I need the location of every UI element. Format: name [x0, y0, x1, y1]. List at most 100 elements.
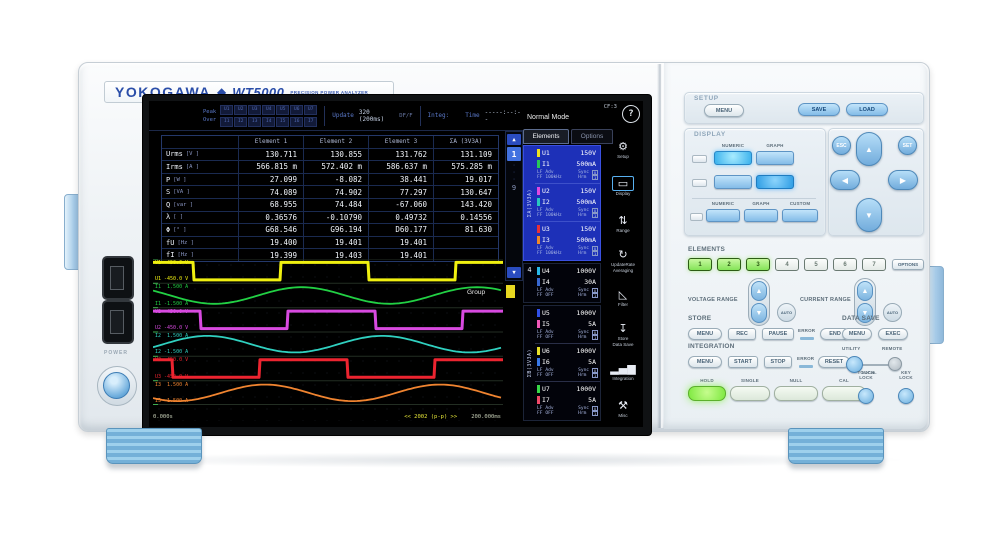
range-menu-item[interactable]: ⇅ Range: [603, 205, 643, 242]
hold-button[interactable]: [688, 386, 726, 401]
element-key-4[interactable]: 4: [775, 258, 799, 271]
element-group: ΣA(3V3A) U1 150V I1 500mA LF FF Adv 100kHz Sync Hr…: [523, 145, 601, 261]
element-block[interactable]: U6 1000V I6 5A LF FF Adv OFF Sync Hrm U 1: [535, 344, 600, 382]
remote-button[interactable]: [888, 357, 902, 371]
update-rate-averaging-icon: ↻: [618, 248, 628, 262]
element-block[interactable]: U4 1000V I4 30A LF FF Adv OFF Sync Hrm U 1: [537, 266, 598, 299]
table-header-row: Element 1 Element 2 Element 3 ΣA (3V3A): [162, 136, 498, 148]
row-label: S [VA ]: [162, 186, 238, 198]
voltage-range-up-button[interactable]: ▲: [751, 281, 767, 301]
numeric-button-2[interactable]: [714, 175, 752, 189]
measurement-table: Element 1 Element 2 Element 3 ΣA (3V3A) Urms…: [161, 135, 499, 262]
wave-group-tab[interactable]: [506, 285, 515, 298]
misc-menu-item[interactable]: ⚒ Misc: [603, 390, 643, 427]
graph-button-1[interactable]: [756, 151, 794, 165]
store-error-label: ERROR: [798, 328, 816, 333]
menu-item-label: Setup: [617, 154, 629, 160]
right-foot: [788, 428, 884, 464]
voltage-range-value: 150V: [580, 148, 596, 157]
element-key-7[interactable]: 7: [862, 258, 886, 271]
element-block[interactable]: U7 1000V I7 5A LF FF Adv OFF Sync Hrm U 1: [537, 384, 598, 417]
single-label: SINGLE: [741, 378, 759, 383]
setup-menu-button[interactable]: MENU: [704, 104, 744, 117]
integration-start-button[interactable]: START: [728, 356, 758, 368]
single-button[interactable]: [730, 386, 770, 401]
voltage-range-down-button[interactable]: ▼: [751, 303, 767, 323]
row-label: P [W ]: [162, 174, 238, 186]
element-block[interactable]: U2 150V I2 500mA LF FF Adv 100kHz Sync Hrm U 1: [535, 184, 600, 222]
page-dot: ·: [512, 176, 516, 183]
help-icon[interactable]: ?: [622, 105, 640, 123]
voltage-auto-button[interactable]: AUTO: [777, 303, 796, 322]
integration-stop-button[interactable]: STOP: [764, 356, 792, 368]
function-name: fU: [166, 238, 175, 247]
trace-label-bottom: I2 -1.500 A: [155, 349, 189, 356]
element-key-2[interactable]: 2: [717, 258, 741, 271]
element-key-3[interactable]: 3: [746, 258, 770, 271]
current-auto-button[interactable]: AUTO: [883, 303, 902, 322]
load-button[interactable]: LOAD: [846, 103, 888, 116]
setup-menu-item[interactable]: ⚙ Setup: [603, 131, 643, 168]
element-key-5[interactable]: 5: [804, 258, 828, 271]
data-save-menu-button[interactable]: MENU: [842, 328, 872, 340]
function-unit: [V ]: [185, 151, 200, 158]
store-pause-button[interactable]: PAUSE: [762, 328, 794, 340]
current-range-up-button[interactable]: ▲: [857, 281, 873, 301]
integration-menu-button[interactable]: MENU: [688, 356, 722, 368]
arrow-left-button[interactable]: ◀: [830, 170, 860, 190]
arrow-down-button[interactable]: ▼: [856, 198, 882, 232]
data-save-exec-button[interactable]: EXEC: [878, 328, 908, 340]
tab-elements[interactable]: Elements: [523, 129, 569, 144]
ground-shadow: [90, 452, 910, 468]
voltage-range-value: 1000V: [576, 266, 596, 275]
power-button[interactable]: [103, 372, 130, 399]
graph-button-3[interactable]: [744, 209, 778, 222]
numeric-button-1[interactable]: [714, 151, 752, 165]
store-menu-button[interactable]: MENU: [688, 328, 722, 340]
sidebar-tabs: Elements Options: [523, 129, 613, 144]
page-down-button[interactable]: ▼: [507, 267, 521, 278]
touch-lock-button[interactable]: [858, 388, 874, 404]
table-row: S [VA ] 74.089 74.902 77.297 130.647: [162, 185, 498, 198]
element-key-1[interactable]: 1: [688, 258, 712, 271]
utility-button[interactable]: [846, 356, 863, 373]
null-button[interactable]: [774, 386, 818, 401]
element-block[interactable]: U5 1000V I5 5A LF FF Adv OFF Sync Hrm U 1: [535, 306, 600, 344]
display-menu-item[interactable]: ▭ Display: [603, 168, 643, 205]
trace-label-top: I1 1.500 A: [155, 284, 189, 291]
page-current[interactable]: 1: [507, 147, 521, 161]
element-key-6[interactable]: 6: [833, 258, 857, 271]
arrow-right-button[interactable]: ▶: [888, 170, 918, 190]
save-button[interactable]: SAVE: [798, 103, 840, 116]
integration-reset-button[interactable]: RESET: [818, 356, 850, 368]
numeric-button-3[interactable]: [706, 209, 740, 222]
page-number[interactable]: 9: [511, 184, 517, 192]
store-rec-button[interactable]: REC: [728, 328, 756, 340]
element-sidebar: ΣA(3V3A) U1 150V I1 500mA LF FF Adv 100kHz Sync Hr…: [523, 145, 601, 423]
local-link-line: [860, 364, 892, 366]
arrow-up-button[interactable]: ▲: [856, 132, 882, 166]
function-name: P: [166, 175, 171, 184]
current-channel: I5: [542, 319, 550, 328]
element-group-strip: 4: [524, 264, 535, 302]
update-rate-averaging-menu-item[interactable]: ↻ UpdateRate Averaging: [603, 242, 643, 279]
menu-item-label: Averaging: [612, 268, 634, 273]
measurement-value: 0.14556: [433, 211, 498, 224]
page-up-button[interactable]: ▲: [507, 134, 521, 145]
integration-menu-item[interactable]: ▂▄▆ Integration: [603, 353, 643, 390]
element-block[interactable]: U3 150V I3 500mA LF FF Adv 100kHz Sync Hrm U 1: [537, 224, 598, 257]
esc-button[interactable]: ESC: [832, 136, 851, 155]
options-button[interactable]: OPTIONS: [892, 259, 924, 270]
function-unit: [Hz ]: [177, 252, 194, 259]
graph-button-2[interactable]: [756, 175, 794, 189]
store-data-save-menu-item[interactable]: ↧ Store Data Save: [603, 316, 643, 353]
row-label: Φ [° ]: [162, 224, 238, 236]
measurement-value: 566.815 m: [238, 161, 303, 173]
filter-menu-item[interactable]: ◺ Filter: [603, 279, 643, 316]
key-lock-button[interactable]: [898, 388, 914, 404]
current-range-down-button[interactable]: ▼: [857, 303, 873, 323]
tab-options[interactable]: Options: [571, 129, 613, 144]
set-button[interactable]: SET: [898, 136, 917, 155]
custom-button[interactable]: [782, 209, 818, 222]
element-block[interactable]: U1 150V I1 500mA LF FF Adv 100kHz Sync Hrm U 1: [535, 146, 600, 184]
